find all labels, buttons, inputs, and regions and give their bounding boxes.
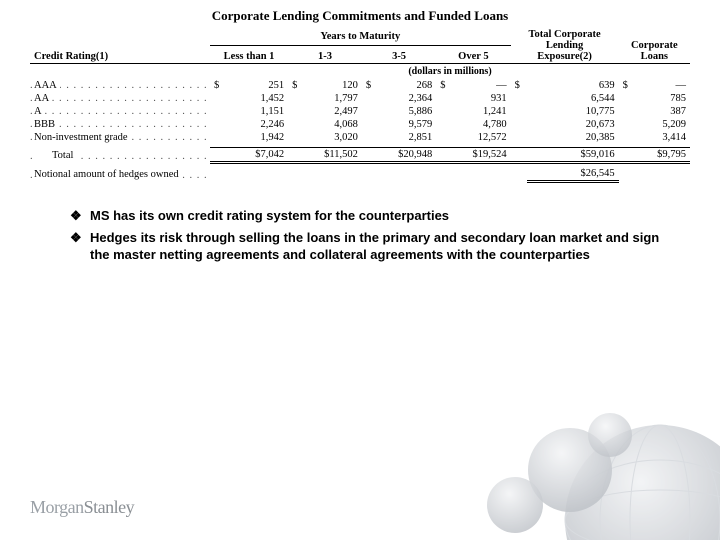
cell-value: 268 — [376, 79, 436, 92]
hedge-row: Notional amount of hedges owned $26,545 — [30, 167, 690, 182]
bullet-item: ❖ MS has its own credit rating system fo… — [70, 207, 670, 225]
bullet-text: MS has its own credit rating system for … — [90, 207, 449, 225]
morgan-stanley-logo: MorganStanley — [30, 497, 134, 518]
bullet-icon: ❖ — [70, 207, 90, 225]
cell-value: 1,452 — [224, 92, 288, 105]
bullet-icon: ❖ — [70, 229, 90, 264]
cell-value: 2,497 — [302, 105, 362, 118]
cell-value: 120 — [302, 79, 362, 92]
table-row: Non-investment grade 1,942 3,020 2,851 12,57… — [30, 131, 690, 144]
cell-value: 3,414 — [635, 131, 690, 144]
total-label: Total — [30, 148, 210, 163]
hedge-label: Notional amount of hedges owned — [30, 167, 210, 182]
row-label: BBB — [30, 118, 210, 131]
cell-value: 1,942 — [224, 131, 288, 144]
cell-value: 639 — [527, 79, 619, 92]
cell-value: 2,364 — [376, 92, 436, 105]
bullet-list: ❖ MS has its own credit rating system fo… — [0, 183, 720, 264]
col-over-5: Over 5 — [436, 45, 510, 63]
globe-graphic — [460, 410, 720, 540]
cell-value: 12,572 — [450, 131, 510, 144]
table-region: Corporate Lending Commitments and Funded… — [0, 0, 720, 183]
credit-rating-header: Credit Rating(1) — [30, 28, 210, 64]
cell-value: 4,068 — [302, 118, 362, 131]
cell-value: 5,209 — [635, 118, 690, 131]
cell-value: 2,851 — [376, 131, 436, 144]
years-to-maturity-header: Years to Maturity — [210, 28, 511, 45]
cell-value: 4,780 — [450, 118, 510, 131]
units-note: (dollars in millions) — [210, 64, 690, 80]
col-less-than-1: Less than 1 — [210, 45, 288, 63]
row-label: Non-investment grade — [30, 131, 210, 144]
bullet-text: Hedges its risk through selling the loan… — [90, 229, 670, 264]
cell-value: — — [635, 79, 690, 92]
table-row: A 1,151 2,497 5,886 1,241 10,775 387 — [30, 105, 690, 118]
total-exposure-header: Total CorporateLendingExposure(2) — [511, 28, 619, 64]
total-row: Total $7,042 $11,502 $20,948 $19,524 $59… — [30, 148, 690, 163]
col-3-5: 3-5 — [362, 45, 436, 63]
cell-value: — — [450, 79, 510, 92]
cell-value: 20,385 — [527, 131, 619, 144]
table-row: BBB 2,246 4,068 9,579 4,780 20,673 5,209 — [30, 118, 690, 131]
bullet-item: ❖ Hedges its risk through selling the lo… — [70, 229, 670, 264]
cell-value: 5,886 — [376, 105, 436, 118]
table-title: Corporate Lending Commitments and Funded… — [30, 8, 690, 24]
lending-table: Credit Rating(1) Years to Maturity Total… — [30, 28, 690, 183]
cell-value: 3,020 — [302, 131, 362, 144]
cell-value: 6,544 — [527, 92, 619, 105]
corporate-loans-header: CorporateLoans — [619, 28, 690, 64]
row-label: AA — [30, 92, 210, 105]
cell-value: 1,241 — [450, 105, 510, 118]
cell-value: 251 — [224, 79, 288, 92]
cell-value: 1,797 — [302, 92, 362, 105]
table-row: AAA$251$120$268$—$639$— — [30, 79, 690, 92]
cell-value: 387 — [635, 105, 690, 118]
cell-value: 9,579 — [376, 118, 436, 131]
cell-value: 931 — [450, 92, 510, 105]
cell-value: 1,151 — [224, 105, 288, 118]
col-1-3: 1-3 — [288, 45, 362, 63]
row-label: A — [30, 105, 210, 118]
row-label: AAA — [30, 79, 210, 92]
table-row: AA 1,452 1,797 2,364 931 6,544 785 — [30, 92, 690, 105]
cell-value: 20,673 — [527, 118, 619, 131]
cell-value: 2,246 — [224, 118, 288, 131]
cell-value: 10,775 — [527, 105, 619, 118]
cell-value: 785 — [635, 92, 690, 105]
